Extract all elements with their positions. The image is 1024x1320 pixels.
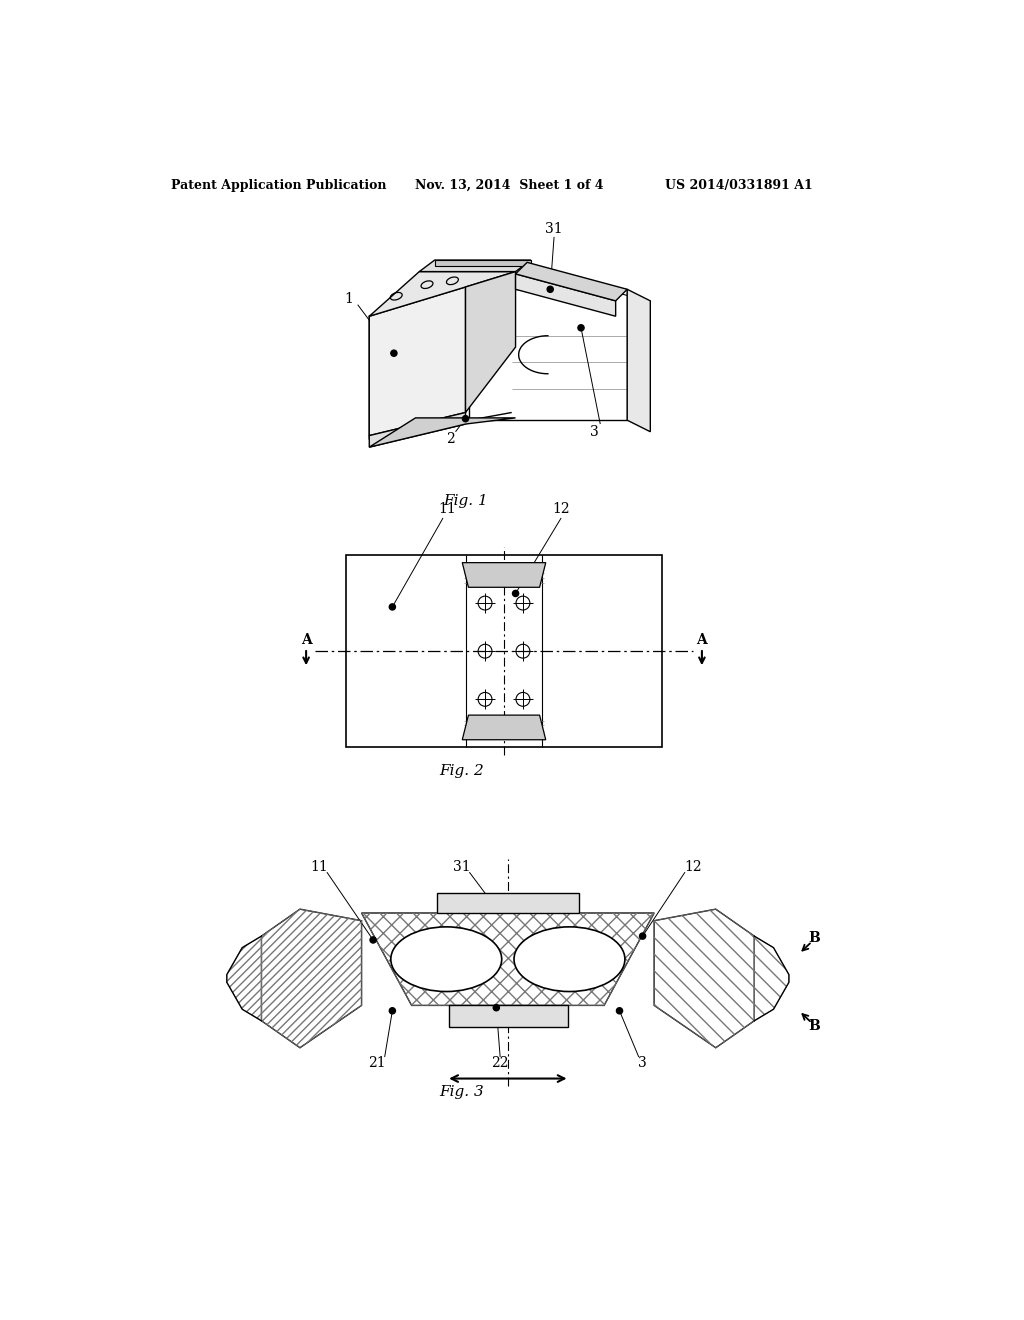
Polygon shape (628, 289, 650, 432)
Polygon shape (419, 260, 531, 272)
Polygon shape (469, 289, 628, 420)
Polygon shape (370, 418, 515, 447)
Polygon shape (462, 715, 546, 739)
Polygon shape (462, 562, 546, 587)
Text: A: A (301, 634, 311, 647)
Polygon shape (466, 272, 515, 412)
Polygon shape (515, 275, 615, 317)
Text: 31: 31 (545, 222, 563, 236)
Text: Fig. 3: Fig. 3 (439, 1085, 484, 1098)
Text: 2: 2 (445, 433, 455, 446)
Text: 3: 3 (591, 425, 599, 438)
Polygon shape (370, 286, 466, 436)
Bar (346, 554, 662, 747)
Circle shape (389, 1007, 395, 1014)
Text: 21: 21 (369, 1056, 386, 1071)
Text: Nov. 13, 2014  Sheet 1 of 4: Nov. 13, 2014 Sheet 1 of 4 (415, 178, 604, 191)
Circle shape (391, 350, 397, 356)
Text: Fig. 1: Fig. 1 (443, 494, 487, 508)
Polygon shape (261, 909, 361, 1048)
Text: A: A (696, 634, 708, 647)
Circle shape (370, 937, 376, 942)
Circle shape (616, 1007, 623, 1014)
Polygon shape (654, 909, 755, 1048)
Polygon shape (361, 913, 654, 1006)
Circle shape (547, 286, 553, 293)
Circle shape (640, 933, 646, 940)
Text: Fig. 2: Fig. 2 (439, 763, 484, 777)
Circle shape (494, 1005, 500, 1011)
Text: 31: 31 (453, 859, 470, 874)
Text: 12: 12 (684, 859, 701, 874)
Text: B: B (808, 932, 820, 945)
Bar (437, 894, 580, 913)
Polygon shape (370, 272, 515, 317)
Ellipse shape (514, 927, 625, 991)
Text: 22: 22 (492, 1056, 509, 1071)
Circle shape (578, 325, 584, 331)
Text: 11: 11 (438, 502, 456, 516)
Circle shape (389, 603, 395, 610)
Bar (449, 1006, 568, 1027)
Text: Patent Application Publication: Patent Application Publication (171, 178, 386, 191)
Ellipse shape (391, 927, 502, 991)
Circle shape (463, 416, 469, 422)
Polygon shape (515, 263, 628, 301)
Polygon shape (370, 412, 466, 447)
Polygon shape (370, 285, 466, 440)
Text: 11: 11 (310, 859, 328, 874)
Text: B: B (808, 1019, 820, 1034)
Text: 3: 3 (638, 1056, 647, 1071)
Text: US 2014/0331891 A1: US 2014/0331891 A1 (665, 178, 813, 191)
Text: 12: 12 (552, 502, 570, 516)
Polygon shape (435, 260, 531, 267)
Circle shape (512, 590, 518, 597)
Text: 1: 1 (344, 292, 353, 306)
